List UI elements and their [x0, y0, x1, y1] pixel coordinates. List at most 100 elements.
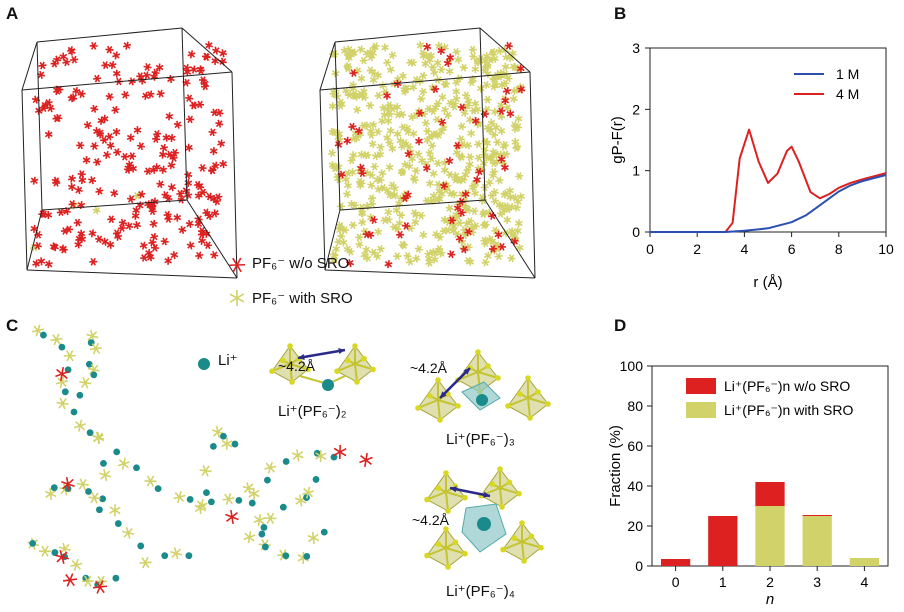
pf6-with-sro: [446, 189, 455, 198]
pf6-with-sro: [428, 63, 437, 72]
pf6-with-sro: [92, 206, 101, 215]
pf6-without-sro: [49, 242, 58, 251]
pf6-with-sro: [362, 49, 372, 58]
pf6-without-sro: [362, 230, 371, 239]
pf6-without-sro: [117, 224, 126, 233]
legend-label-wo-sro: PF₆⁻ w/o SRO: [252, 255, 350, 272]
y-tick-label: 80: [627, 398, 643, 414]
pf6-without-sro: [102, 150, 111, 160]
pf6-without-sro: [345, 259, 355, 268]
pf6-with-sro: [390, 184, 399, 193]
pf6-without-sro: [358, 169, 367, 178]
pf6-with-sro: [211, 425, 224, 438]
pf6-without-sro: [77, 229, 86, 238]
pf6-with-sro: [468, 45, 477, 54]
pf6-without-sro: [167, 183, 177, 192]
pf6-with-sro: [409, 83, 418, 92]
pf6-with-sro: [491, 107, 499, 116]
pf6-without-sro: [138, 76, 147, 85]
pf6-with-sro: [457, 122, 466, 131]
pf6-without-sro: [215, 119, 224, 128]
li-ion: [64, 366, 72, 374]
pf6-with-sro: [480, 145, 489, 154]
pf6-with-sro: [393, 102, 402, 111]
pf6-with-sro: [515, 243, 524, 252]
pf6-with-sro: [501, 150, 511, 159]
pf6-with-sro: [513, 226, 522, 235]
pf6-with-sro: [399, 241, 408, 250]
pf6-with-sro: [433, 58, 442, 67]
pf6-without-sro: [52, 114, 61, 123]
pf6-without-sro: [62, 58, 71, 67]
pf6-without-sro: [61, 476, 75, 492]
cluster-label-tetramer: Li⁺(PF₆⁻)₄: [446, 583, 515, 600]
pf6-with-sro: [50, 333, 63, 346]
pf6-without-sro: [185, 219, 194, 228]
pf6-with-sro: [358, 218, 367, 227]
pf6-with-sro: [358, 209, 367, 218]
pf6-with-sro: [516, 192, 526, 201]
pf6-with-sro: [489, 148, 498, 157]
pf6-without-sro: [343, 136, 352, 145]
pf6-without-sro: [149, 165, 158, 174]
pf6-without-sro: [225, 509, 239, 525]
li-ion: [70, 408, 78, 416]
pf6-without-sro: [89, 257, 98, 266]
pf6-without-sro: [159, 165, 168, 174]
pf6-without-sro: [404, 149, 413, 158]
pf6-with-sro: [369, 120, 378, 129]
li-legend-label: Li⁺: [218, 352, 238, 369]
pf6-without-sro: [158, 150, 167, 159]
pf6-without-sro: [354, 126, 363, 136]
pf6-with-sro: [457, 153, 466, 162]
li-ion: [51, 549, 59, 556]
pf6-with-sro: [494, 252, 503, 261]
pf6-with-sro: [342, 87, 351, 96]
pf6-with-sro: [409, 129, 418, 138]
pf6-with-sro: [432, 230, 441, 239]
pf6-without-sro: [153, 129, 162, 138]
pf6-without-sro: [37, 257, 46, 266]
legend-label: Li⁺(PF₆⁻)n with SRO: [724, 402, 853, 418]
pf6-with-sro: [248, 487, 260, 500]
pf6-with-sro: [510, 87, 519, 96]
pf6-without-sro: [349, 69, 358, 78]
pf6-with-sro: [492, 241, 501, 249]
pf6-with-sro: [439, 226, 448, 235]
pf6-without-sro: [143, 167, 153, 176]
pf6-with-sro: [44, 487, 57, 500]
pf6-without-sro: [53, 55, 62, 64]
pf6-without-sro: [62, 573, 78, 587]
li-ion: [86, 429, 94, 437]
pf6-with-sro: [378, 81, 387, 90]
x-tick-label: 3: [813, 574, 821, 590]
pf6-with-sro: [495, 176, 504, 185]
pf6-without-sro: [211, 209, 220, 218]
pf6-with-sro: [465, 160, 474, 169]
pf6-without-sro: [198, 76, 207, 85]
pf6-with-sro: [433, 159, 442, 168]
pf6-without-sro: [56, 208, 65, 217]
li-ion: [40, 331, 47, 339]
pf6-with-sro: [455, 219, 464, 227]
pf6-with-sro: [291, 449, 304, 462]
pf6-without-sro: [76, 141, 85, 150]
pf6-without-sro: [204, 41, 213, 50]
pf6-with-sro: [496, 209, 506, 218]
pf6-with-sro: [427, 154, 436, 163]
pf6-with-sro: [368, 139, 377, 149]
pf6-with-sro: [471, 189, 480, 198]
distance-label-dimer: ~4.2Å: [278, 358, 315, 374]
pf6-with-sro: [394, 110, 403, 119]
pf6-with-sro: [485, 178, 494, 187]
pf6-with-sro: [373, 175, 382, 184]
pf6-with-sro: [437, 65, 446, 74]
pf6-without-sro: [140, 253, 149, 262]
pf6-without-sro: [194, 191, 203, 200]
pf6-without-sro: [464, 227, 473, 236]
pf6-without-sro: [33, 241, 42, 250]
pf6-with-sro: [385, 163, 394, 172]
pf6-without-sro: [506, 109, 515, 118]
pf6-without-sro: [209, 147, 218, 156]
pf6-without-sro: [164, 256, 173, 265]
